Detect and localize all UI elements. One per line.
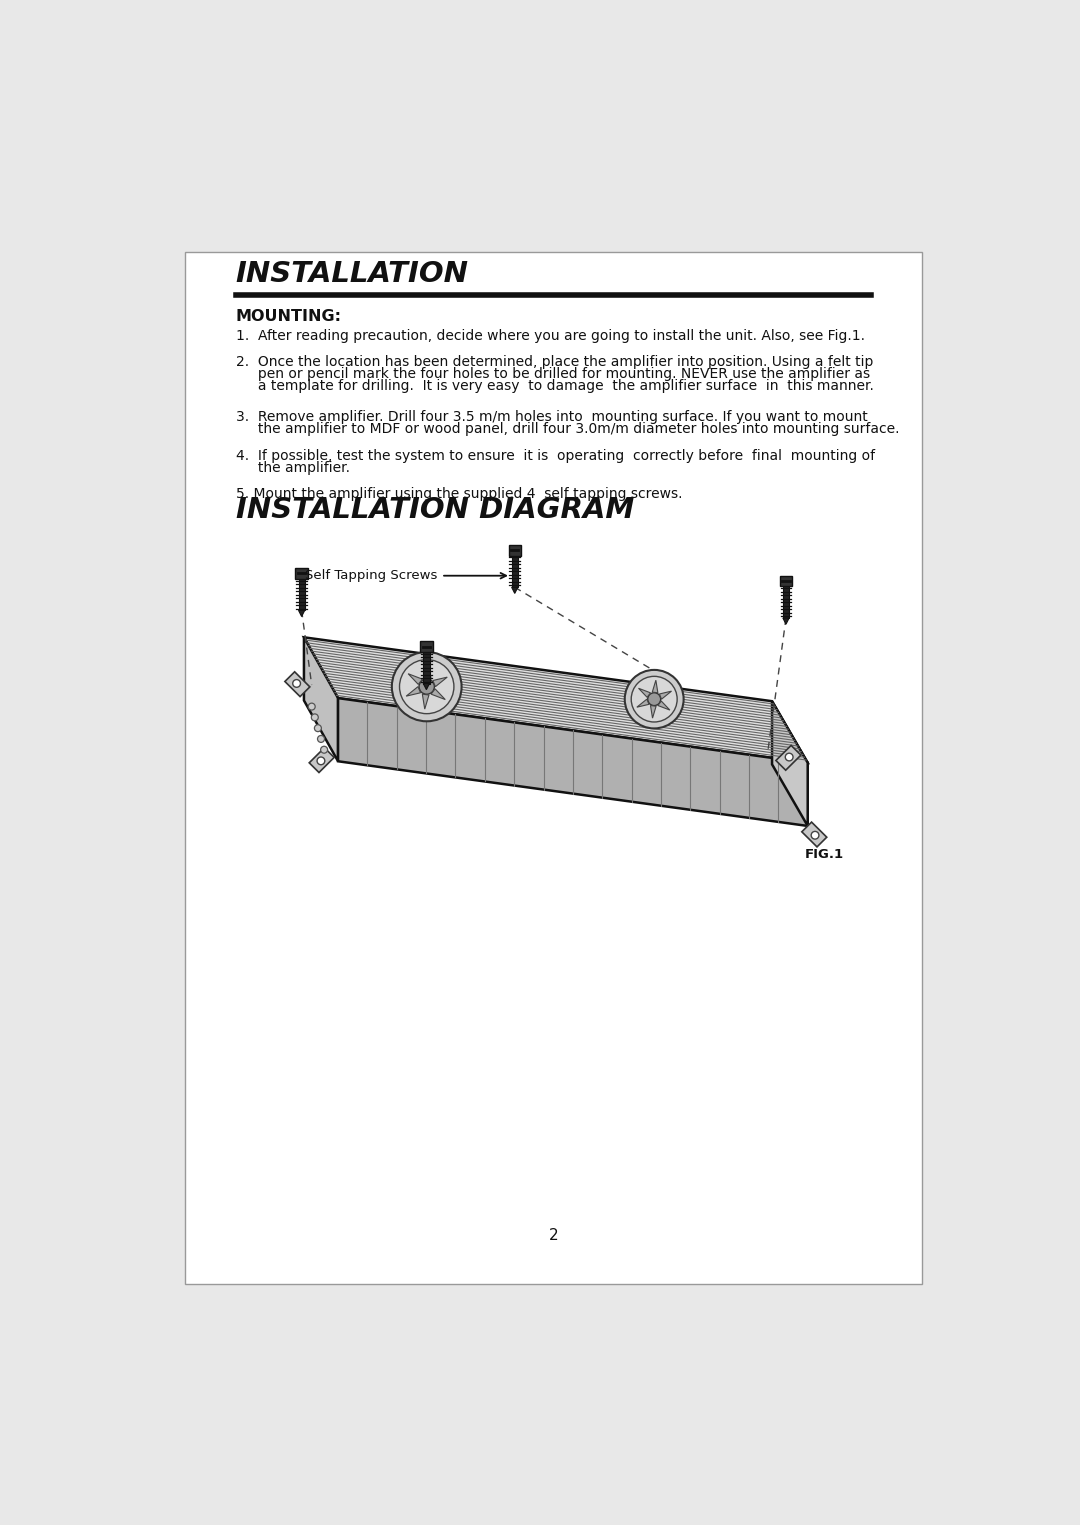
Polygon shape (303, 637, 808, 762)
FancyBboxPatch shape (783, 587, 789, 618)
Polygon shape (338, 698, 808, 827)
Circle shape (392, 653, 461, 721)
Text: INSTALLATION: INSTALLATION (235, 261, 469, 288)
Polygon shape (309, 747, 334, 773)
FancyBboxPatch shape (296, 567, 308, 580)
Text: MOUNTING:: MOUNTING: (235, 308, 341, 323)
Circle shape (624, 669, 684, 729)
Polygon shape (637, 698, 649, 708)
Polygon shape (638, 688, 650, 697)
Text: 5. Mount the amplifier using the supplied 4  self tapping screws.: 5. Mount the amplifier using the supplie… (235, 486, 683, 502)
FancyBboxPatch shape (186, 252, 921, 1284)
Text: INSTALLATION DIAGRAM: INSTALLATION DIAGRAM (235, 496, 634, 525)
Circle shape (321, 746, 327, 753)
Polygon shape (433, 677, 447, 686)
Polygon shape (422, 694, 429, 709)
FancyBboxPatch shape (512, 555, 517, 587)
Polygon shape (406, 686, 420, 695)
Polygon shape (660, 691, 672, 698)
FancyBboxPatch shape (298, 580, 305, 610)
Polygon shape (775, 746, 801, 770)
FancyBboxPatch shape (509, 544, 521, 555)
Polygon shape (431, 689, 445, 700)
FancyBboxPatch shape (780, 576, 793, 587)
Text: 3.  Remove amplifier. Drill four 3.5 m/m holes into  mounting surface. If you wa: 3. Remove amplifier. Drill four 3.5 m/m … (235, 410, 867, 424)
Polygon shape (772, 702, 808, 827)
Circle shape (318, 735, 324, 743)
Polygon shape (650, 706, 656, 718)
Circle shape (785, 753, 793, 761)
Text: the amplifier.: the amplifier. (235, 461, 350, 474)
Text: 1.  After reading precaution, decide where you are going to install the unit. Al: 1. After reading precaution, decide wher… (235, 328, 865, 343)
Text: Self Tapping Screws: Self Tapping Screws (305, 569, 437, 583)
Text: 4.  If possible, test the system to ensure  it is  operating  correctly before  : 4. If possible, test the system to ensur… (235, 448, 875, 462)
Polygon shape (298, 610, 305, 616)
Text: a template for drilling.  It is very easy  to damage  the amplifier surface  in : a template for drilling. It is very easy… (235, 380, 874, 393)
Circle shape (314, 724, 322, 732)
Circle shape (631, 677, 677, 721)
Polygon shape (424, 665, 431, 679)
Text: 2: 2 (549, 1228, 558, 1243)
FancyBboxPatch shape (420, 640, 433, 651)
Circle shape (311, 714, 319, 721)
Polygon shape (783, 618, 789, 624)
Polygon shape (512, 587, 517, 593)
Circle shape (318, 756, 325, 764)
Circle shape (308, 703, 315, 711)
Circle shape (400, 660, 454, 714)
Circle shape (811, 831, 819, 839)
Polygon shape (285, 673, 310, 697)
Text: FIG.1: FIG.1 (805, 848, 845, 860)
Text: pen or pencil mark the four holes to be drilled for mounting. NEVER use the ampl: pen or pencil mark the four holes to be … (235, 368, 869, 381)
Polygon shape (423, 683, 430, 689)
Circle shape (648, 692, 661, 706)
Circle shape (419, 679, 434, 694)
Text: 2.  Once the location has been determined, place the amplifier into position. Us: 2. Once the location has been determined… (235, 355, 873, 369)
Polygon shape (658, 702, 670, 711)
Polygon shape (303, 637, 338, 761)
Polygon shape (408, 674, 422, 685)
Circle shape (293, 680, 300, 688)
Text: the amplifier to MDF or wood panel, drill four 3.0m/m diameter holes into mounti: the amplifier to MDF or wood panel, dril… (235, 422, 900, 436)
Polygon shape (801, 822, 827, 846)
Polygon shape (652, 680, 658, 692)
FancyBboxPatch shape (423, 651, 430, 683)
